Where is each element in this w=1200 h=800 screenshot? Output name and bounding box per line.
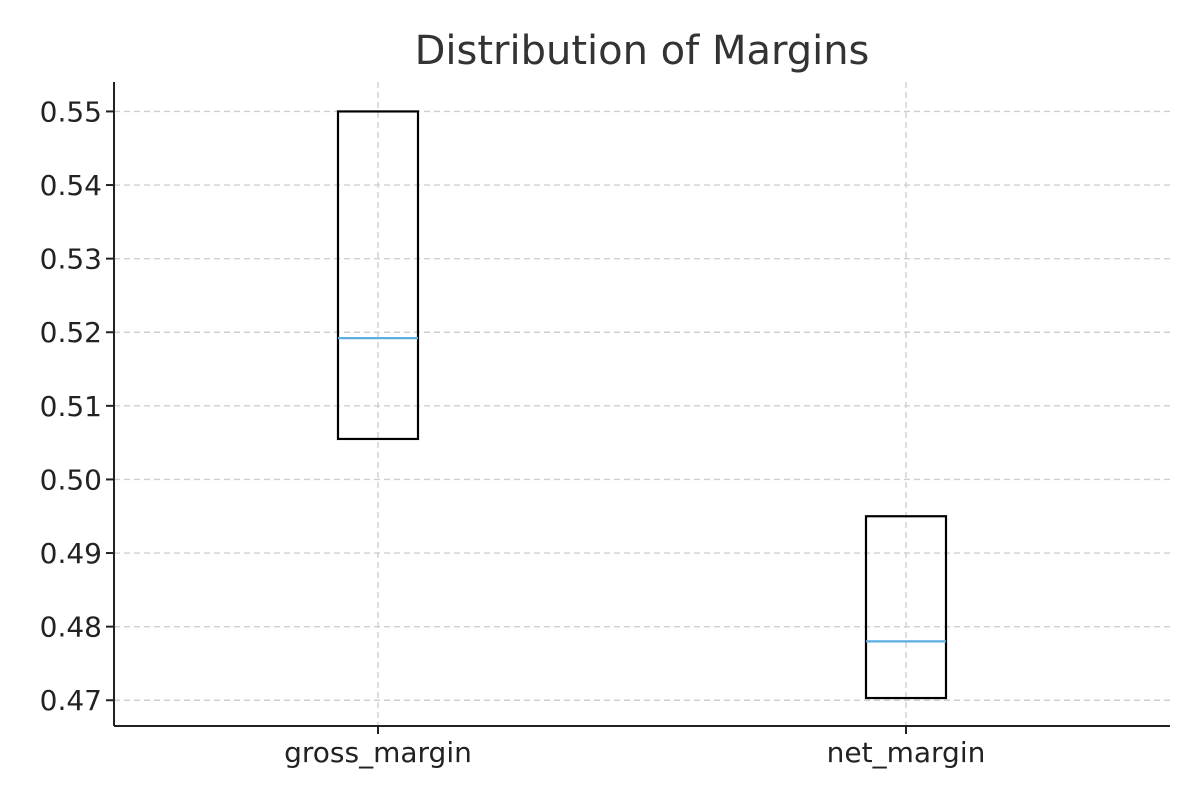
y-tick-label: 0.52 [40, 316, 102, 349]
y-tick-label: 0.47 [40, 684, 102, 717]
boxes-layer [336, 110, 948, 700]
y-tick-label: 0.54 [40, 169, 102, 202]
y-tick-label: 0.50 [40, 463, 102, 496]
grid-layer [114, 82, 1170, 726]
y-tick-label: 0.48 [40, 611, 102, 644]
box-net-margin [864, 515, 948, 700]
y-tick-label: 0.55 [40, 95, 102, 128]
labels-layer: 0.47 0.48 0.49 0.50 0.51 0.52 0.53 0.54 0.55 gros… [40, 95, 986, 769]
box-gross-margin [336, 110, 420, 441]
x-tick-label-net-margin: net_margin [827, 736, 986, 769]
axes-layer [106, 82, 1170, 734]
chart-title: Distribution of Margins [415, 28, 870, 74]
x-tick-label-gross-margin: gross_margin [284, 736, 472, 769]
y-tick-label: 0.53 [40, 243, 102, 276]
y-tick-label: 0.49 [40, 537, 102, 570]
y-tick-label: 0.51 [40, 390, 102, 423]
